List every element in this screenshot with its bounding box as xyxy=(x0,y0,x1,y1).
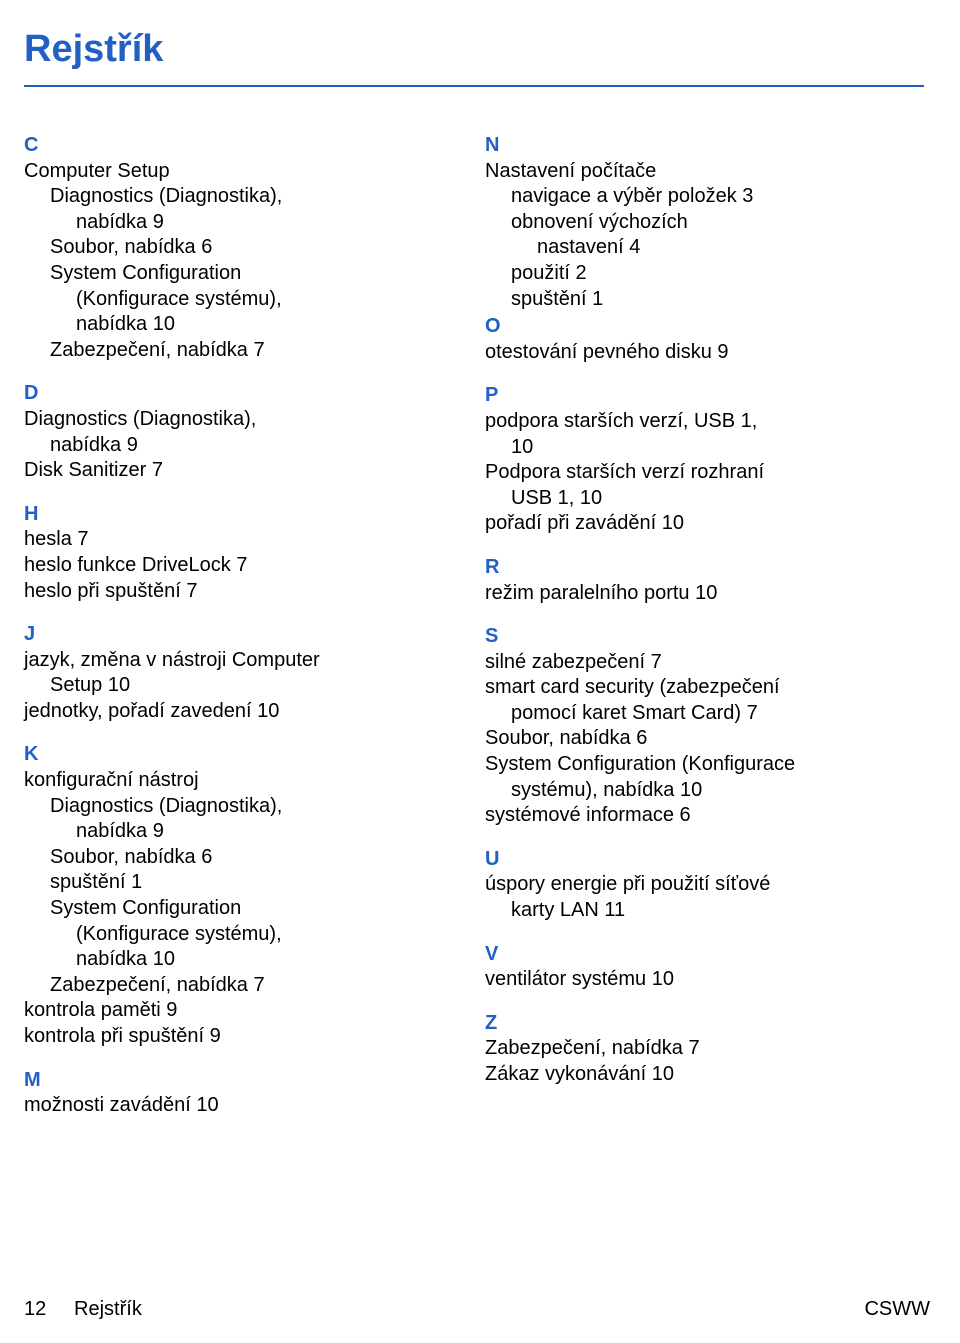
index-entry: otestování pevného disku 9 xyxy=(485,340,910,366)
index-entry: System Configuration (Konfigurace xyxy=(485,752,910,778)
index-entry: Disk Sanitizer 7 xyxy=(24,458,449,484)
index-subentry: pomocí karet Smart Card) 7 xyxy=(485,701,910,727)
page-number: 12 xyxy=(24,1298,46,1320)
index-subentry: obnovení výchozích xyxy=(485,210,910,236)
page-title: Rejstřík xyxy=(0,0,960,85)
section-letter: M xyxy=(24,1068,449,1094)
index-subentry: Zabezpečení, nabídka 7 xyxy=(24,338,449,364)
footer-left: 12 Rejstřík xyxy=(24,1298,142,1321)
index-subentry: spuštění 1 xyxy=(24,870,449,896)
index-columns: CComputer SetupDiagnostics (Diagnostika)… xyxy=(0,133,960,1119)
right-column: NNastavení počítačenavigace a výběr polo… xyxy=(485,133,910,1119)
index-subentry: nabídka 9 xyxy=(24,819,449,845)
section-letter: S xyxy=(485,624,910,650)
title-rule xyxy=(24,85,924,87)
index-entry: Diagnostics (Diagnostika), xyxy=(24,407,449,433)
footer-right: CSWW xyxy=(864,1298,930,1321)
index-entry: Computer Setup xyxy=(24,159,449,185)
index-subentry: navigace a výběr položek 3 xyxy=(485,184,910,210)
index-entry: možnosti zavádění 10 xyxy=(24,1093,449,1119)
section-letter: Z xyxy=(485,1011,910,1037)
index-subentry: nabídka 10 xyxy=(24,312,449,338)
index-subentry: karty LAN 11 xyxy=(485,898,910,924)
index-subentry: nabídka 10 xyxy=(24,947,449,973)
index-entry: hesla 7 xyxy=(24,527,449,553)
section-letter: K xyxy=(24,742,449,768)
section-letter: C xyxy=(24,133,449,159)
index-subentry: System Configuration xyxy=(24,261,449,287)
section-letter: O xyxy=(485,314,910,340)
index-entry: ventilátor systému 10 xyxy=(485,967,910,993)
section-letter: U xyxy=(485,847,910,873)
index-entry: kontrola paměti 9 xyxy=(24,998,449,1024)
index-subentry: spuštění 1 xyxy=(485,287,910,313)
index-entry: systémové informace 6 xyxy=(485,803,910,829)
index-subentry: System Configuration xyxy=(24,896,449,922)
section-letter: D xyxy=(24,381,449,407)
index-subentry: nabídka 9 xyxy=(24,433,449,459)
index-subentry: USB 1, 10 xyxy=(485,486,910,512)
index-entry: heslo při spuštění 7 xyxy=(24,579,449,605)
index-subentry: nastavení 4 xyxy=(485,235,910,261)
index-entry: pořadí při zavádění 10 xyxy=(485,511,910,537)
index-entry: smart card security (zabezpečení xyxy=(485,675,910,701)
index-entry: Nastavení počítače xyxy=(485,159,910,185)
index-subentry: Setup 10 xyxy=(24,673,449,699)
section-letter: H xyxy=(24,502,449,528)
section-letter: N xyxy=(485,133,910,159)
page-footer: 12 Rejstřík CSWW xyxy=(24,1298,930,1321)
index-entry: Zákaz vykonávání 10 xyxy=(485,1062,910,1088)
section-letter: V xyxy=(485,942,910,968)
index-entry: úspory energie při použití síťové xyxy=(485,872,910,898)
index-subentry: Zabezpečení, nabídka 7 xyxy=(24,973,449,999)
index-entry: kontrola při spuštění 9 xyxy=(24,1024,449,1050)
index-entry: silné zabezpečení 7 xyxy=(485,650,910,676)
index-subentry: Soubor, nabídka 6 xyxy=(24,845,449,871)
index-subentry: systému), nabídka 10 xyxy=(485,778,910,804)
index-subentry: Diagnostics (Diagnostika), xyxy=(24,794,449,820)
index-subentry: 10 xyxy=(485,435,910,461)
index-subentry: (Konfigurace systému), xyxy=(24,922,449,948)
index-entry: podpora starších verzí, USB 1, xyxy=(485,409,910,435)
section-letter: R xyxy=(485,555,910,581)
index-subentry: použití 2 xyxy=(485,261,910,287)
footer-section: Rejstřík xyxy=(74,1298,142,1320)
section-letter: J xyxy=(24,622,449,648)
index-entry: heslo funkce DriveLock 7 xyxy=(24,553,449,579)
index-entry: Podpora starších verzí rozhraní xyxy=(485,460,910,486)
index-subentry: Soubor, nabídka 6 xyxy=(24,235,449,261)
index-subentry: (Konfigurace systému), xyxy=(24,287,449,313)
index-entry: jednotky, pořadí zavedení 10 xyxy=(24,699,449,725)
index-entry: režim paralelního portu 10 xyxy=(485,581,910,607)
left-column: CComputer SetupDiagnostics (Diagnostika)… xyxy=(24,133,449,1119)
index-entry: konfigurační nástroj xyxy=(24,768,449,794)
index-entry: jazyk, změna v nástroji Computer xyxy=(24,648,449,674)
index-subentry: nabídka 9 xyxy=(24,210,449,236)
index-entry: Zabezpečení, nabídka 7 xyxy=(485,1036,910,1062)
index-entry: Soubor, nabídka 6 xyxy=(485,726,910,752)
section-letter: P xyxy=(485,383,910,409)
index-subentry: Diagnostics (Diagnostika), xyxy=(24,184,449,210)
